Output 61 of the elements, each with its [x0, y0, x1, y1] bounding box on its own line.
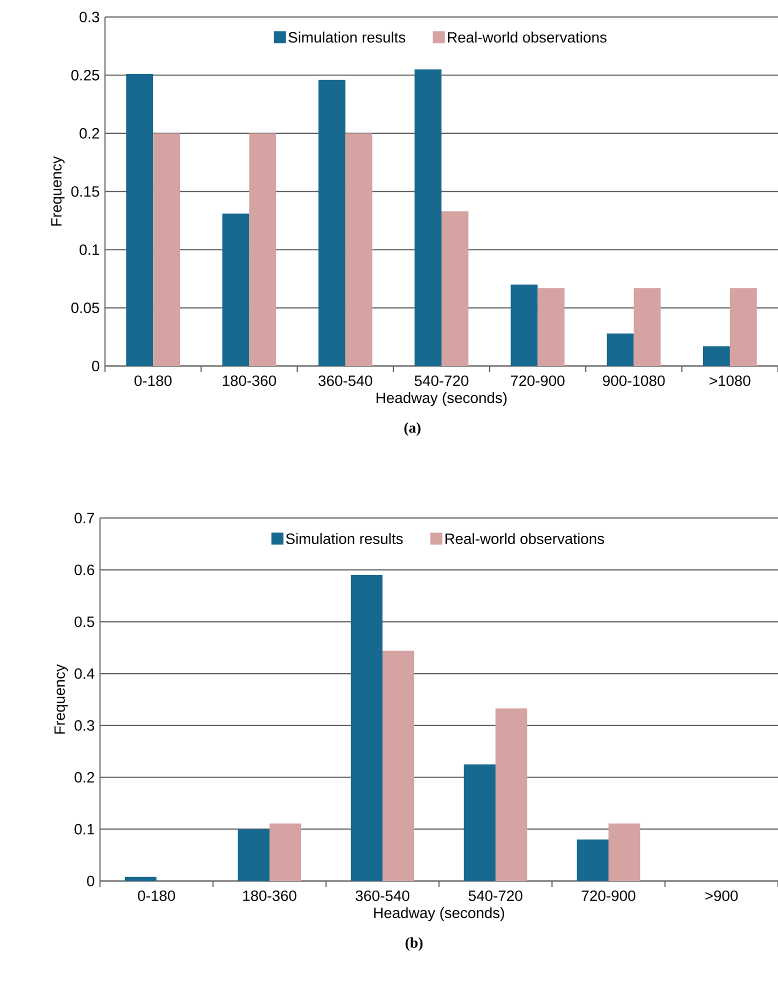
bar [153, 133, 180, 366]
bar [249, 133, 276, 366]
bar [345, 133, 372, 366]
bar [238, 829, 270, 882]
x-tick-label: 720-900 [510, 375, 564, 386]
y-tick-label: 0.4 [74, 668, 94, 679]
legend-label: Simulation results [286, 533, 403, 544]
y-tick-label: 0.7 [74, 512, 94, 524]
bar [538, 288, 565, 366]
y-axis-title: Frequency [51, 156, 65, 226]
y-tick-label: 0.6 [74, 564, 94, 576]
x-axis-title: Headway (seconds) [374, 907, 504, 922]
bar [703, 346, 730, 366]
x-tick-label: 540-720 [414, 375, 468, 386]
y-tick-label: 0.2 [80, 128, 100, 139]
bar [350, 575, 382, 882]
bar [124, 876, 156, 882]
bar [576, 840, 608, 882]
y-tick-label: 0 [87, 876, 94, 886]
bar [606, 333, 634, 366]
y-tick-label: 0.15 [71, 186, 100, 197]
bar [126, 74, 154, 366]
y-tick-label: 0 [92, 360, 100, 372]
bar [608, 823, 640, 882]
bar [414, 69, 442, 366]
x-tick-label: 360-540 [318, 375, 372, 386]
x-tick-label: 900-1080 [602, 375, 665, 386]
y-tick-label: 0.05 [71, 302, 100, 314]
legend-label: Simulation results [288, 32, 406, 43]
y-axis-title: Frequency [54, 664, 68, 734]
bar [464, 764, 496, 882]
y-tick-label: 0.2 [74, 772, 94, 783]
x-tick-label: 0-180 [134, 375, 172, 386]
bar [222, 214, 250, 366]
bar [270, 823, 302, 882]
bar [634, 288, 661, 366]
x-tick-label: 180-360 [243, 890, 296, 902]
text: (b) [406, 937, 423, 951]
x-axis-title: Headway (seconds) [376, 392, 507, 406]
text: (a) [404, 422, 420, 436]
x-tick-label: 720-900 [582, 890, 636, 902]
y-tick-label: 0.1 [74, 824, 94, 834]
y-tick-label: 0.3 [80, 12, 100, 22]
y-tick-label: 0.25 [71, 70, 100, 80]
y-tick-label: 0.5 [74, 616, 94, 628]
x-tick-label: 360-540 [356, 890, 410, 902]
x-tick-label: >1080 [710, 375, 750, 386]
x-tick-label: 0-180 [138, 890, 176, 902]
bar [441, 211, 468, 366]
bar [496, 708, 528, 882]
x-tick-label: >900 [705, 890, 738, 902]
legend-label: Real-world observations [446, 533, 604, 544]
legend-label: Real-world observations [448, 32, 607, 43]
bar [382, 650, 414, 882]
bar [318, 80, 346, 366]
y-tick-label: 0.3 [74, 720, 94, 731]
bar [730, 288, 757, 366]
x-tick-label: 540-720 [468, 890, 522, 902]
bar [510, 284, 538, 366]
y-tick-label: 0.1 [80, 244, 100, 255]
x-tick-label: 180-360 [222, 375, 276, 386]
